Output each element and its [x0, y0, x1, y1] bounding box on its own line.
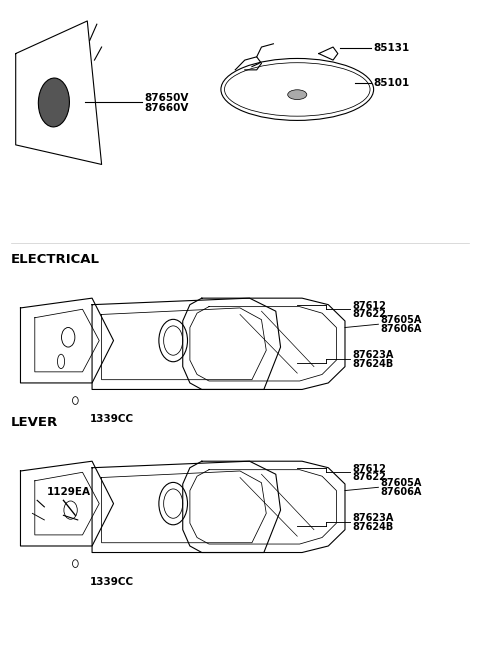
- Ellipse shape: [38, 78, 70, 127]
- Text: 87605A: 87605A: [381, 314, 422, 325]
- Text: 85131: 85131: [373, 43, 410, 53]
- Text: 87622: 87622: [352, 472, 386, 482]
- Text: 87660V: 87660V: [144, 103, 189, 113]
- Text: 1129EA: 1129EA: [47, 487, 91, 497]
- Text: 87612: 87612: [352, 464, 386, 474]
- Text: 85101: 85101: [373, 78, 410, 88]
- Text: 87650V: 87650V: [144, 93, 189, 103]
- Text: 87624B: 87624B: [352, 522, 394, 532]
- Text: 87612: 87612: [352, 301, 386, 311]
- Text: 87605A: 87605A: [381, 477, 422, 488]
- Text: 87622: 87622: [352, 309, 386, 319]
- Text: ELECTRICAL: ELECTRICAL: [11, 253, 100, 265]
- Text: 87624B: 87624B: [352, 359, 394, 369]
- Ellipse shape: [288, 90, 307, 100]
- Text: LEVER: LEVER: [11, 415, 58, 428]
- Text: 87623A: 87623A: [352, 350, 394, 360]
- Text: 87606A: 87606A: [381, 487, 422, 497]
- Text: 1339CC: 1339CC: [90, 414, 134, 424]
- Text: 87623A: 87623A: [352, 513, 394, 523]
- Text: 1339CC: 1339CC: [90, 577, 134, 587]
- Text: 87606A: 87606A: [381, 324, 422, 334]
